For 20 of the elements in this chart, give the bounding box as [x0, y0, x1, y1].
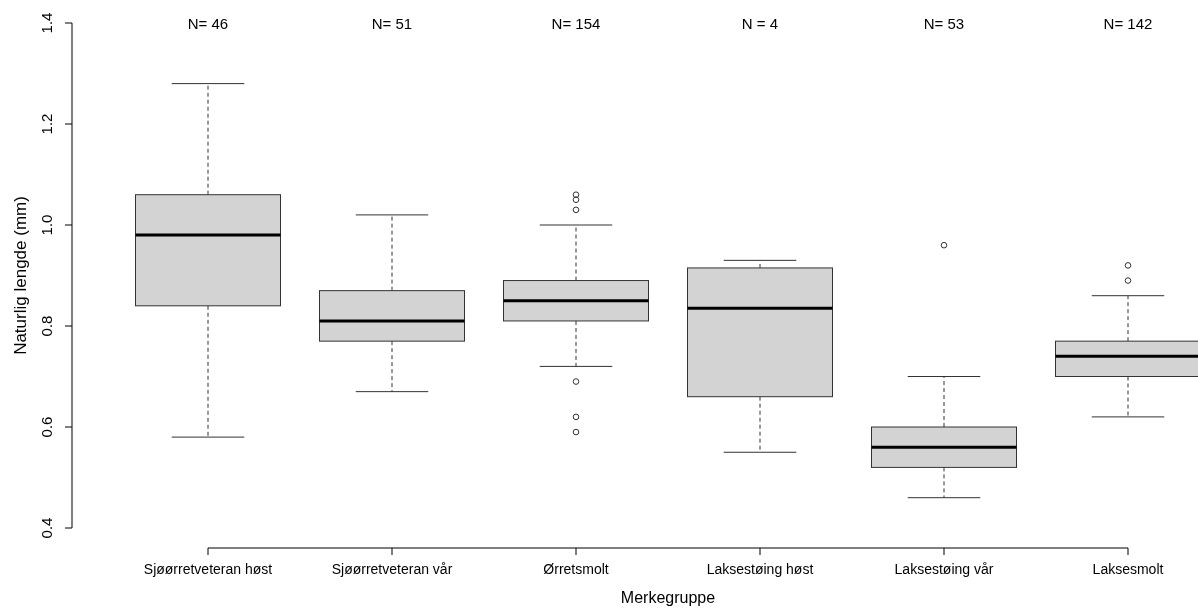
x-axis-title: Merkegruppe — [620, 589, 716, 606]
x-tick-label: Laksesmolt — [1092, 561, 1164, 577]
y-axis-title: Naturlig lengde (mm) — [11, 196, 30, 355]
x-tick-label: Laksestøing høst — [706, 561, 814, 577]
annotation: N= 154 — [551, 15, 601, 32]
annotation: N= 46 — [187, 15, 229, 32]
x-tick-label: Ørretsmolt — [543, 561, 609, 577]
y-tick-label: 1.2 — [38, 113, 55, 135]
x-tick-label: Laksestøing vår — [894, 561, 994, 577]
annotation: N= 53 — [923, 15, 965, 32]
y-tick-label: 1.0 — [38, 214, 55, 236]
annotation: N= 51 — [371, 15, 413, 32]
y-tick-label: 0.6 — [38, 416, 55, 438]
y-tick-label: 0.4 — [38, 517, 55, 539]
y-tick-label: 0.8 — [38, 315, 55, 337]
x-tick-label: Sjøørretveteran høst — [143, 561, 273, 577]
annotation: N = 4 — [741, 15, 779, 32]
y-tick-label: 1.4 — [38, 12, 55, 34]
annotation: N= 142 — [1103, 15, 1153, 32]
x-tick-label: Sjøørretveteran vår — [331, 561, 453, 577]
